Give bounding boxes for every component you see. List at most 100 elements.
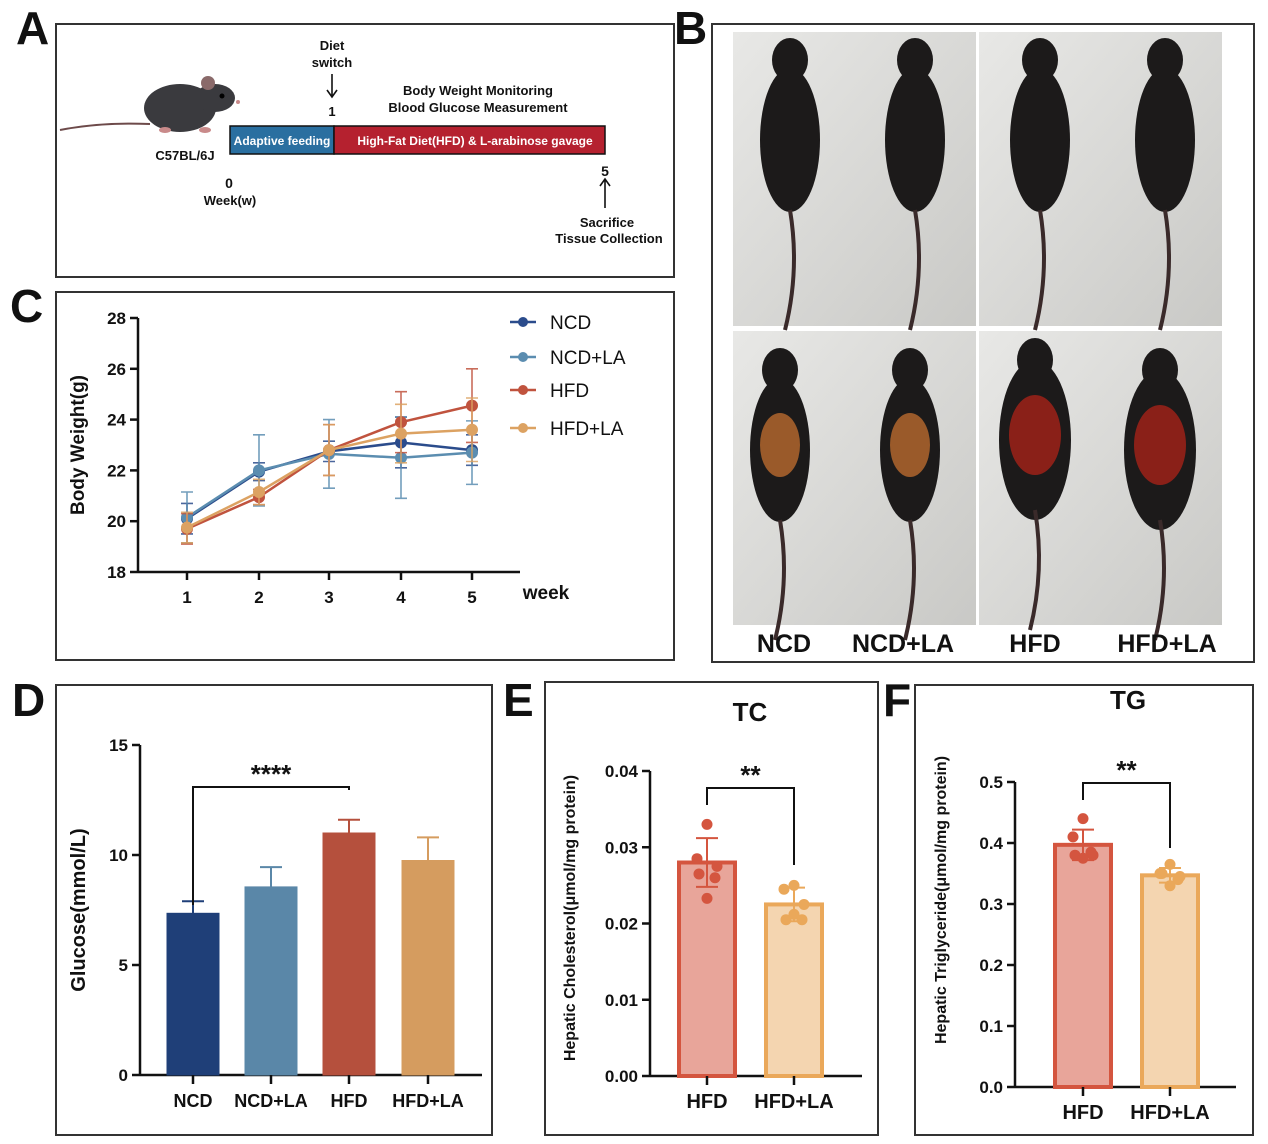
dissected-abdomen bbox=[890, 413, 930, 477]
y-tick-label: 26 bbox=[107, 360, 126, 379]
legend-label: NCD bbox=[550, 313, 591, 334]
hfd-phase-label: High-Fat Diet(HFD) & L-arabinose gavage bbox=[357, 134, 593, 148]
mouse-head bbox=[762, 348, 798, 392]
y-tick-label: 18 bbox=[107, 563, 126, 582]
error-bar bbox=[338, 818, 360, 833]
y-tick-label: 28 bbox=[107, 309, 126, 328]
week-0-marker: 0 bbox=[225, 175, 233, 191]
significance-bracket bbox=[192, 786, 350, 905]
mouse-tail bbox=[783, 209, 796, 331]
adaptive-feeding-label: Adaptive feeding bbox=[234, 134, 331, 148]
data-point bbox=[1172, 874, 1184, 886]
y-tick-label: 0.0 bbox=[979, 1078, 1003, 1097]
data-point bbox=[780, 914, 792, 926]
legend-marker bbox=[518, 385, 528, 395]
y-tick-label: 22 bbox=[107, 461, 126, 480]
dissected-abdomen bbox=[1009, 395, 1061, 475]
legend-marker bbox=[518, 352, 528, 362]
x-tick-label: HFD bbox=[331, 1091, 368, 1111]
data-point bbox=[1085, 846, 1097, 858]
mouse-head bbox=[1022, 38, 1058, 82]
legend-label: HFD bbox=[550, 381, 589, 402]
mouse-head bbox=[892, 348, 928, 392]
x-tick-label: HFD+LA bbox=[754, 1091, 833, 1113]
mouse-tail bbox=[1033, 209, 1046, 331]
panel-letter-a: A bbox=[16, 2, 49, 54]
data-point bbox=[691, 853, 703, 865]
data-point bbox=[709, 872, 721, 884]
panel-f-frame bbox=[914, 684, 1254, 1136]
mouse-tail bbox=[908, 209, 921, 331]
mouse-body bbox=[760, 68, 820, 212]
down-arrow-icon bbox=[326, 74, 338, 99]
mouse-body bbox=[885, 68, 945, 212]
x-tick-label: 1 bbox=[182, 588, 191, 607]
y-tick-label: 0.02 bbox=[605, 915, 638, 934]
bar-HFD bbox=[322, 832, 376, 1076]
data-point bbox=[711, 860, 723, 872]
mouse-body bbox=[1135, 68, 1195, 212]
week-1-marker: 1 bbox=[328, 104, 335, 119]
chart-title: TG bbox=[1110, 685, 1146, 715]
mouse-tail bbox=[903, 519, 916, 641]
panel-letter-e: E bbox=[503, 674, 534, 726]
panel-e-frame bbox=[544, 681, 879, 1136]
x-tick-label: HFD bbox=[686, 1091, 727, 1113]
data-point bbox=[778, 883, 790, 895]
mouse-head bbox=[1147, 38, 1183, 82]
charts: 18 20 22 24 26 28 1 2 3 4 5 week Body Weight(g) NCD NC… bbox=[68, 309, 1236, 1124]
x-tick-label: HFD+LA bbox=[1130, 1102, 1209, 1124]
mouse-tail bbox=[1028, 509, 1041, 631]
x-tick-label: 4 bbox=[396, 588, 406, 607]
photo-label-hfd: HFD bbox=[1009, 630, 1060, 658]
y-tick-label: 0.00 bbox=[605, 1067, 638, 1086]
data-point bbox=[1077, 852, 1089, 864]
x-tick-label: 3 bbox=[324, 588, 333, 607]
chart-title: TC bbox=[733, 697, 768, 727]
significance-bracket bbox=[1082, 782, 1171, 848]
significance-stars: **** bbox=[251, 759, 292, 789]
y-tick-label: 0.03 bbox=[605, 838, 638, 857]
y-tick-label: 5 bbox=[119, 956, 128, 975]
data-point bbox=[701, 818, 713, 830]
monitoring-label-2: Blood Glucose Measurement bbox=[388, 100, 568, 115]
sacrifice-label-2: Tissue Collection bbox=[555, 231, 662, 246]
panel-letter-b: B bbox=[674, 2, 707, 54]
week-axis-label: Week(w) bbox=[204, 193, 257, 208]
data-point bbox=[1164, 858, 1176, 870]
y-tick-label: 0.01 bbox=[605, 991, 638, 1010]
hfd-phase-bar bbox=[333, 125, 606, 155]
data-point bbox=[1077, 813, 1089, 825]
data-point bbox=[788, 908, 800, 920]
mouse-head bbox=[1142, 348, 1178, 392]
mouse-tail bbox=[1153, 519, 1166, 641]
data-point bbox=[796, 914, 808, 926]
mouse-head bbox=[897, 38, 933, 82]
bar-NCD bbox=[166, 912, 220, 1076]
mouse-tail bbox=[773, 519, 786, 641]
y-tick-label: 0.4 bbox=[979, 834, 1003, 853]
y-tick-label: 10 bbox=[109, 846, 128, 865]
data-point bbox=[466, 423, 478, 436]
mouse-head bbox=[1017, 338, 1053, 382]
mouse-head bbox=[772, 38, 808, 82]
photo-label-ncd: NCD bbox=[757, 630, 811, 658]
y-axis-label: Hepatic Cholesterol(μmol/mg protein) bbox=[562, 775, 579, 1061]
x-axis-label: week bbox=[522, 583, 570, 604]
data-point bbox=[253, 485, 265, 498]
dissected-abdomen bbox=[1134, 405, 1186, 485]
data-point bbox=[693, 868, 705, 880]
y-tick-label: 0.04 bbox=[605, 762, 639, 781]
panel-a-frame bbox=[55, 23, 675, 278]
photo-label-ncd-la: NCD+LA bbox=[852, 630, 954, 658]
data-point bbox=[1164, 880, 1176, 892]
panel-letter-d: D bbox=[12, 674, 45, 726]
legend-label: HFD+LA bbox=[550, 419, 624, 440]
y-tick-label: 24 bbox=[107, 411, 126, 430]
mouse-body bbox=[1010, 68, 1070, 212]
x-tick-label: 5 bbox=[467, 588, 476, 607]
adaptive-feeding-bar bbox=[229, 125, 335, 155]
monitoring-label-1: Body Weight Monitoring bbox=[403, 83, 553, 98]
y-axis-label: Glucose(mmol/L) bbox=[68, 828, 90, 991]
y-tick-label: 0 bbox=[119, 1066, 128, 1085]
